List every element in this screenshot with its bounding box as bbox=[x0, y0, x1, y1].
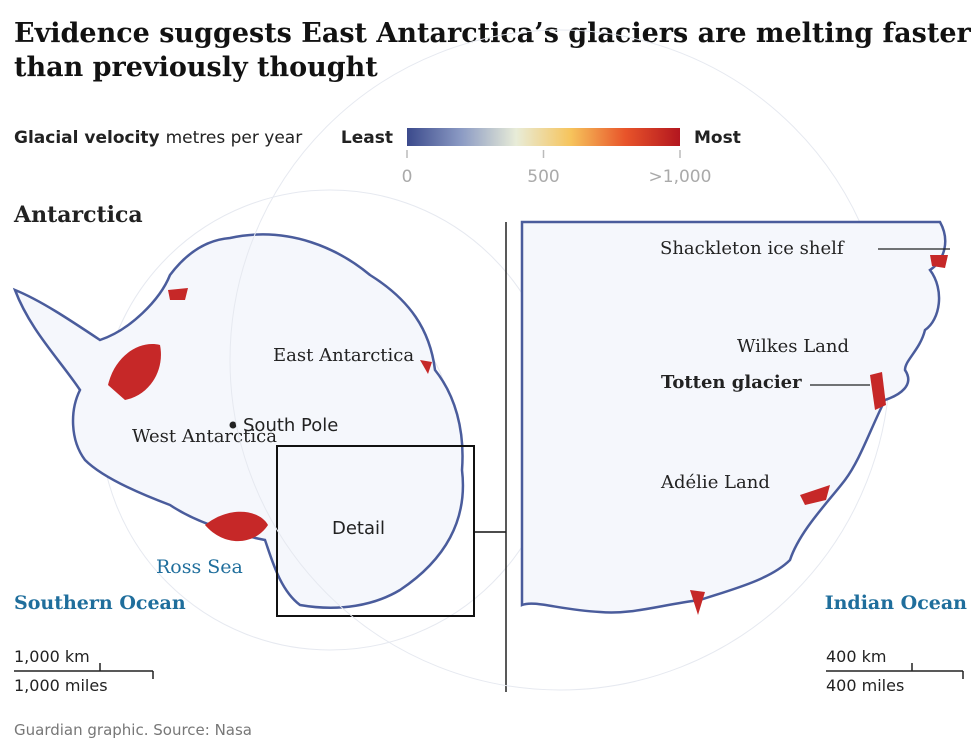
legend-name: Glacial velocity bbox=[14, 128, 160, 148]
region-label: East Antarctica bbox=[273, 345, 414, 366]
region-label: Adélie Land bbox=[660, 472, 770, 493]
map-title: Antarctica bbox=[13, 202, 143, 228]
left-map: Antarctica East Antarctica South Pole We… bbox=[12, 189, 561, 695]
scale-label: 1,000 km bbox=[14, 647, 90, 666]
antarctica-outline bbox=[12, 233, 465, 609]
glacier-hot bbox=[168, 288, 188, 300]
legend-low: Least bbox=[341, 128, 393, 148]
title: Evidence suggests East Antarctica’s glac… bbox=[14, 18, 980, 83]
ocean-label: Southern Ocean bbox=[14, 592, 186, 614]
tick-label: 0 bbox=[402, 167, 413, 187]
detail-box bbox=[276, 445, 475, 617]
scale-label: 400 miles bbox=[826, 676, 904, 695]
region-label: West Antarctica bbox=[132, 426, 277, 447]
glacier-hot bbox=[800, 485, 830, 505]
glacier-hot bbox=[108, 344, 161, 400]
scale-bar bbox=[826, 663, 964, 679]
glacier-hot bbox=[420, 360, 432, 374]
glacier-hot bbox=[690, 590, 705, 615]
title-line: than previously thought bbox=[14, 52, 378, 83]
scale-label: 1,000 miles bbox=[14, 676, 108, 695]
place-label: Shackleton ice shelf bbox=[660, 238, 845, 259]
tick-label: 500 bbox=[527, 167, 559, 187]
tick-label: >1,000 bbox=[649, 167, 712, 187]
detail-outline bbox=[520, 220, 947, 614]
title-line: Evidence suggests East Antarctica’s glac… bbox=[14, 18, 972, 49]
glacier-hot bbox=[870, 372, 886, 410]
scale-label: 400 km bbox=[826, 647, 886, 666]
scale-bar bbox=[14, 663, 154, 679]
sea-label: Ross Sea bbox=[156, 556, 243, 578]
region-label: Wilkes Land bbox=[737, 336, 849, 357]
legend-high: Most bbox=[694, 128, 741, 148]
color-bar bbox=[407, 128, 680, 146]
glacier-hot bbox=[930, 255, 948, 268]
source: Guardian graphic. Source: Nasa bbox=[14, 721, 252, 739]
south-pole-dot bbox=[229, 421, 237, 429]
ocean-label: Indian Ocean bbox=[825, 592, 967, 614]
glacier-hot bbox=[205, 511, 268, 542]
legend-unit: metres per year bbox=[166, 128, 303, 148]
right-map: Shackleton ice shelf Wilkes Land Totten … bbox=[229, 29, 967, 695]
place-label: Totten glacier bbox=[661, 372, 802, 393]
detail-label: Detail bbox=[332, 518, 385, 539]
label: East Antarctica bbox=[273, 345, 414, 366]
place-label: South Pole bbox=[243, 415, 338, 436]
legend-label: Glacial velocity metres per year bbox=[14, 128, 302, 148]
color-ticks: 0 500 >1,000 bbox=[402, 150, 712, 187]
